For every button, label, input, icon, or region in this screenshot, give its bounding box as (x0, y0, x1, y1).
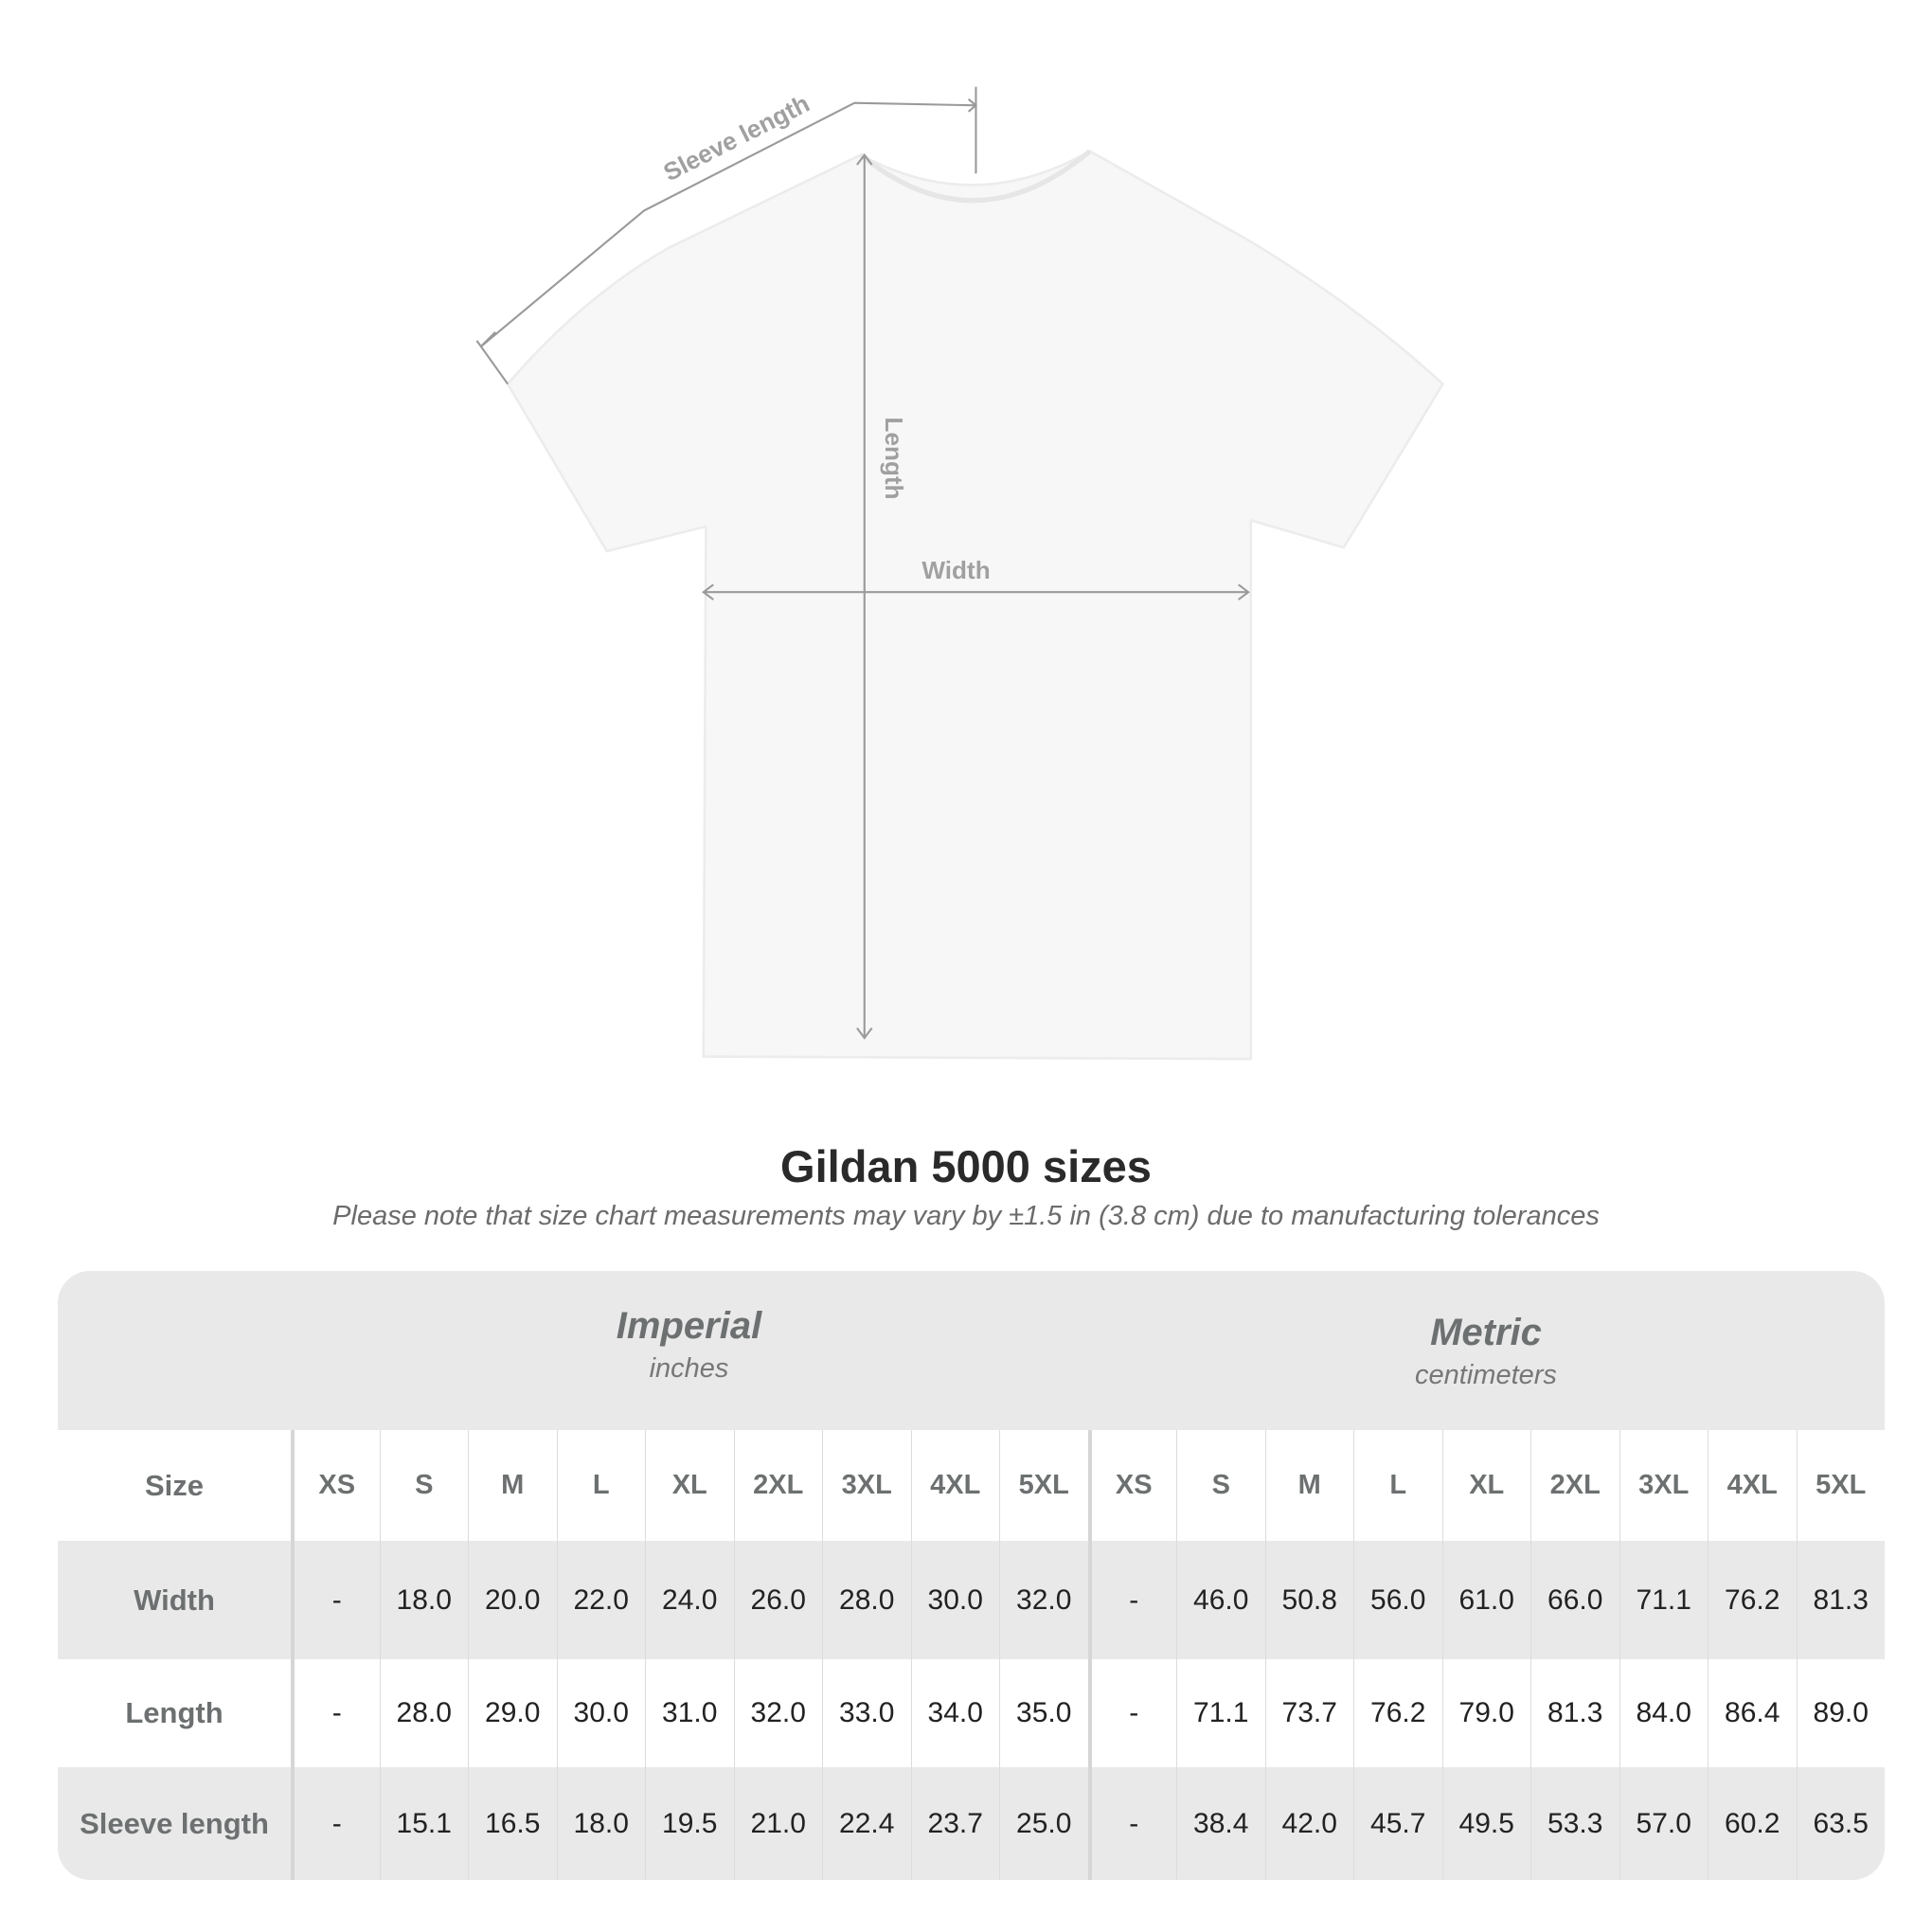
table-row: Width -18.0 20.0 22.0 24.0 26.0 28.0 30.0 32.0-4… (58, 1541, 1885, 1659)
metric-value-cell: 56.0 (1353, 1541, 1442, 1659)
size-header-cell: XS (1087, 1430, 1177, 1541)
metric-value-cell: 86.4 (1708, 1659, 1797, 1767)
imperial-value-cell: 30.0 (910, 1541, 1000, 1659)
metric-value-cell: - (1087, 1541, 1177, 1659)
metric-value-cell: 45.7 (1353, 1767, 1442, 1880)
size-header-cell: XL (1441, 1430, 1531, 1541)
metric-value-cell: 61.0 (1441, 1541, 1531, 1659)
table-row: Sleeve length -15.1 16.5 18.0 19.5 21.0 22.4 23… (58, 1767, 1885, 1880)
imperial-value-cell: 34.0 (910, 1659, 1000, 1767)
imperial-value-cell: 22.4 (822, 1767, 911, 1880)
table-row: Length -28.0 29.0 30.0 31.0 32.0 33.0 34.0 35.0-… (58, 1659, 1885, 1767)
metric-value-cell: 49.5 (1441, 1767, 1531, 1880)
size-header-cell: 5XL (1796, 1430, 1886, 1541)
size-header-cell: S (379, 1430, 469, 1541)
metric-value-cell: 66.0 (1530, 1541, 1619, 1659)
metric-value-cell: 81.3 (1530, 1659, 1619, 1767)
imperial-value-cell: 26.0 (733, 1541, 823, 1659)
metric-value-cell: 79.0 (1441, 1659, 1531, 1767)
imperial-unit: inches (649, 1353, 729, 1384)
metric-value-cell: 46.0 (1176, 1541, 1265, 1659)
tolerance-note: Please note that size chart measurements… (332, 1201, 1600, 1231)
size-table: Imperial inches Metric centimeters Size X… (58, 1271, 1885, 1880)
metric-header: Metric centimeters (1087, 1271, 1885, 1430)
imperial-value-cell: 32.0 (999, 1541, 1088, 1659)
metric-value-cell: 42.0 (1264, 1767, 1354, 1880)
width-label: Width (921, 556, 990, 584)
size-header-cell: S (1176, 1430, 1265, 1541)
imperial-value-cell: - (291, 1767, 380, 1880)
metric-value-cell: 76.2 (1708, 1541, 1797, 1659)
size-header-cell: 4XL (1708, 1430, 1797, 1541)
size-header-cell: 5XL (999, 1430, 1088, 1541)
tshirt-diagram: Sleeve length Length Width (475, 86, 1445, 1061)
imperial-label: Imperial (616, 1305, 762, 1347)
metric-value-cell: 57.0 (1619, 1767, 1708, 1880)
metric-value-cell: 73.7 (1264, 1659, 1354, 1767)
size-header-cell: M (1264, 1430, 1354, 1541)
size-header-cell: 3XL (1619, 1430, 1708, 1541)
imperial-value-cell: - (291, 1659, 380, 1767)
length-label: Length (880, 417, 908, 499)
imperial-value-cell: 29.0 (468, 1659, 557, 1767)
metric-value-cell: 71.1 (1619, 1541, 1708, 1659)
row-label: Size (144, 1468, 205, 1502)
imperial-value-cell: 22.0 (556, 1541, 646, 1659)
metric-value-cell: 81.3 (1796, 1541, 1886, 1659)
metric-value-cell: 84.0 (1619, 1659, 1708, 1767)
imperial-value-cell: 30.0 (556, 1659, 646, 1767)
size-header-cell: M (468, 1430, 557, 1541)
size-header-cell: 3XL (822, 1430, 911, 1541)
metric-unit: centimeters (1415, 1360, 1557, 1390)
metric-value-cell: - (1087, 1767, 1177, 1880)
metric-value-cell: 38.4 (1176, 1767, 1265, 1880)
imperial-value-cell: - (291, 1541, 380, 1659)
row-label: Sleeve length (80, 1806, 269, 1840)
imperial-value-cell: 18.0 (556, 1767, 646, 1880)
size-header-cell: L (1353, 1430, 1442, 1541)
metric-value-cell: 71.1 (1176, 1659, 1265, 1767)
imperial-value-cell: 25.0 (999, 1767, 1088, 1880)
imperial-value-cell: 19.5 (645, 1767, 734, 1880)
tshirt-shape (506, 150, 1445, 1061)
metric-value-cell: 53.3 (1530, 1767, 1619, 1880)
metric-value-cell: 63.5 (1796, 1767, 1886, 1880)
row-label: Width (134, 1583, 215, 1617)
size-header-row: Size XS S M L XL 2XL 3XL 4XL 5XL XS S M L XL 2XL 3XL 4XL 5… (58, 1430, 1885, 1541)
imperial-value-cell: 24.0 (645, 1541, 734, 1659)
imperial-value-cell: 28.0 (822, 1541, 911, 1659)
size-header-cell: L (556, 1430, 646, 1541)
size-header-cell: 4XL (910, 1430, 1000, 1541)
imperial-value-cell: 18.0 (379, 1541, 469, 1659)
metric-value-cell: 60.2 (1708, 1767, 1797, 1880)
imperial-value-cell: 28.0 (379, 1659, 469, 1767)
size-header-cell: 2XL (1530, 1430, 1619, 1541)
metric-value-cell: 50.8 (1264, 1541, 1354, 1659)
imperial-value-cell: 15.1 (379, 1767, 469, 1880)
imperial-value-cell: 32.0 (733, 1659, 823, 1767)
imperial-header: Imperial inches (291, 1271, 1087, 1430)
imperial-value-cell: 23.7 (910, 1767, 1000, 1880)
imperial-value-cell: 33.0 (822, 1659, 911, 1767)
metric-label: Metric (1430, 1312, 1542, 1353)
size-header-cell: XL (645, 1430, 734, 1541)
metric-value-cell: - (1087, 1659, 1177, 1767)
imperial-value-cell: 20.0 (468, 1541, 557, 1659)
imperial-value-cell: 35.0 (999, 1659, 1088, 1767)
size-header-cell: XS (291, 1430, 380, 1541)
sleeve-measure-line (479, 101, 976, 349)
size-header-cell: 2XL (733, 1430, 823, 1541)
page-title: Gildan 5000 sizes (780, 1141, 1152, 1191)
row-label: Length (125, 1696, 224, 1729)
metric-value-cell: 76.2 (1353, 1659, 1442, 1767)
imperial-value-cell: 31.0 (645, 1659, 734, 1767)
imperial-value-cell: 16.5 (468, 1767, 557, 1880)
imperial-value-cell: 21.0 (733, 1767, 823, 1880)
metric-value-cell: 89.0 (1796, 1659, 1886, 1767)
sleeve-length-label: Sleeve length (659, 89, 814, 187)
